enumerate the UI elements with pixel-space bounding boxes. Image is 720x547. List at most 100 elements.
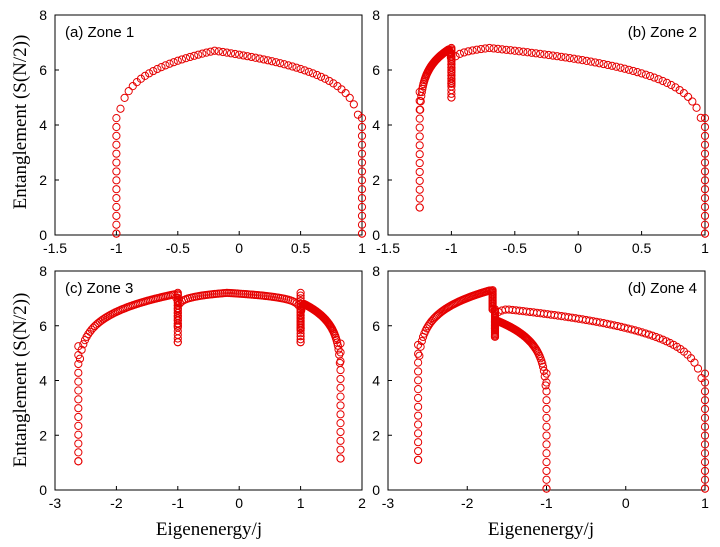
data-point bbox=[447, 54, 456, 64]
data-point bbox=[415, 194, 424, 203]
data-point bbox=[345, 93, 354, 103]
data-point bbox=[415, 141, 424, 150]
x-tick-label: -1 bbox=[110, 240, 123, 256]
data-point bbox=[296, 288, 305, 297]
data-point bbox=[357, 220, 367, 229]
data-point bbox=[414, 349, 423, 358]
y-tick-label: 8 bbox=[372, 263, 380, 279]
data-point bbox=[415, 105, 424, 114]
data-point bbox=[510, 46, 519, 55]
data-point bbox=[336, 374, 345, 384]
data-point bbox=[464, 47, 473, 56]
data-point bbox=[336, 383, 345, 392]
data-point bbox=[700, 114, 710, 123]
y-tick-label: 8 bbox=[39, 7, 47, 23]
data-point bbox=[578, 56, 587, 65]
data-point bbox=[422, 324, 431, 333]
data-point bbox=[667, 80, 676, 90]
data-point bbox=[519, 47, 528, 56]
chart-panel-3: -3 -2 -1 0 1 2 0 2 4 6 8 (c) Zone 3 bbox=[39, 263, 366, 511]
data-point bbox=[569, 54, 579, 63]
x-tick-label: -1 bbox=[172, 495, 185, 511]
data-point bbox=[414, 446, 423, 456]
data-point bbox=[493, 44, 502, 53]
data-point bbox=[74, 395, 83, 404]
data-point bbox=[214, 47, 223, 56]
data-point bbox=[586, 57, 595, 66]
data-point bbox=[74, 412, 83, 422]
data-point bbox=[415, 150, 424, 159]
data-point bbox=[235, 50, 244, 59]
data-point bbox=[637, 69, 646, 78]
data-point bbox=[690, 358, 699, 367]
data-point bbox=[112, 229, 121, 238]
data-point bbox=[415, 123, 424, 132]
data-point bbox=[542, 466, 551, 476]
data-point bbox=[700, 122, 710, 132]
y-axis-label-top: Entanglement (S(N/2)) bbox=[10, 35, 31, 210]
data-point bbox=[542, 475, 551, 484]
data-point bbox=[693, 364, 703, 373]
data-point bbox=[292, 63, 301, 72]
data-point bbox=[296, 308, 305, 317]
x-axis-label-right: Eigenenergy/j bbox=[488, 519, 594, 540]
data-point bbox=[74, 404, 83, 413]
data-point bbox=[542, 431, 551, 440]
data-point bbox=[357, 131, 367, 140]
data-point bbox=[414, 376, 423, 385]
data-point bbox=[222, 48, 232, 57]
data-point bbox=[336, 454, 345, 463]
y-tick-label: 8 bbox=[372, 7, 380, 23]
data-point bbox=[489, 44, 498, 53]
data-point bbox=[239, 51, 248, 60]
data-point bbox=[296, 326, 305, 335]
y-tick-label: 2 bbox=[39, 172, 47, 188]
data-point bbox=[165, 59, 174, 68]
y-tick-label: 4 bbox=[372, 373, 380, 389]
data-point bbox=[700, 229, 710, 238]
data-point bbox=[296, 311, 305, 320]
data-point bbox=[447, 76, 456, 86]
data-point bbox=[414, 420, 423, 429]
x-tick-label: -1 bbox=[445, 240, 458, 256]
data-point bbox=[548, 51, 557, 60]
data-point bbox=[296, 335, 305, 344]
data-point bbox=[700, 369, 710, 378]
data-point bbox=[357, 158, 367, 167]
y-tick-label: 4 bbox=[39, 117, 47, 133]
data-point bbox=[120, 93, 129, 103]
data-point bbox=[485, 43, 494, 53]
data-point bbox=[451, 52, 460, 61]
data-point bbox=[185, 52, 195, 62]
data-point bbox=[415, 114, 424, 123]
data-point bbox=[415, 176, 424, 185]
data-point bbox=[74, 351, 83, 360]
series-segment-3 bbox=[490, 305, 710, 493]
data-point bbox=[247, 52, 256, 62]
data-point bbox=[700, 193, 710, 203]
data-point bbox=[447, 60, 456, 69]
data-point bbox=[536, 49, 545, 58]
x-tick-label: -2 bbox=[461, 495, 474, 511]
data-point bbox=[561, 53, 570, 62]
data-point bbox=[304, 67, 313, 76]
data-point bbox=[538, 362, 548, 371]
chart-panel-4: -3 -2 -1 0 1 0 2 4 6 8 (d) Zone 4 bbox=[372, 263, 709, 511]
x-tick-label: -0.5 bbox=[503, 240, 527, 256]
data-point bbox=[124, 87, 133, 96]
data-point bbox=[574, 55, 583, 64]
x-tick-label: -1 bbox=[540, 495, 553, 511]
data-point bbox=[542, 387, 551, 396]
data-point bbox=[206, 47, 215, 56]
data-point bbox=[181, 54, 191, 63]
data-point bbox=[582, 56, 591, 65]
data-point bbox=[415, 185, 424, 194]
data-point bbox=[476, 44, 486, 54]
data-point bbox=[296, 332, 305, 341]
data-point bbox=[74, 448, 83, 457]
data-point bbox=[336, 365, 345, 375]
data-point bbox=[645, 71, 655, 81]
x-axis-label-left: Eigenenergy/j bbox=[156, 519, 262, 540]
data-point bbox=[651, 332, 661, 342]
data-point bbox=[506, 46, 515, 55]
